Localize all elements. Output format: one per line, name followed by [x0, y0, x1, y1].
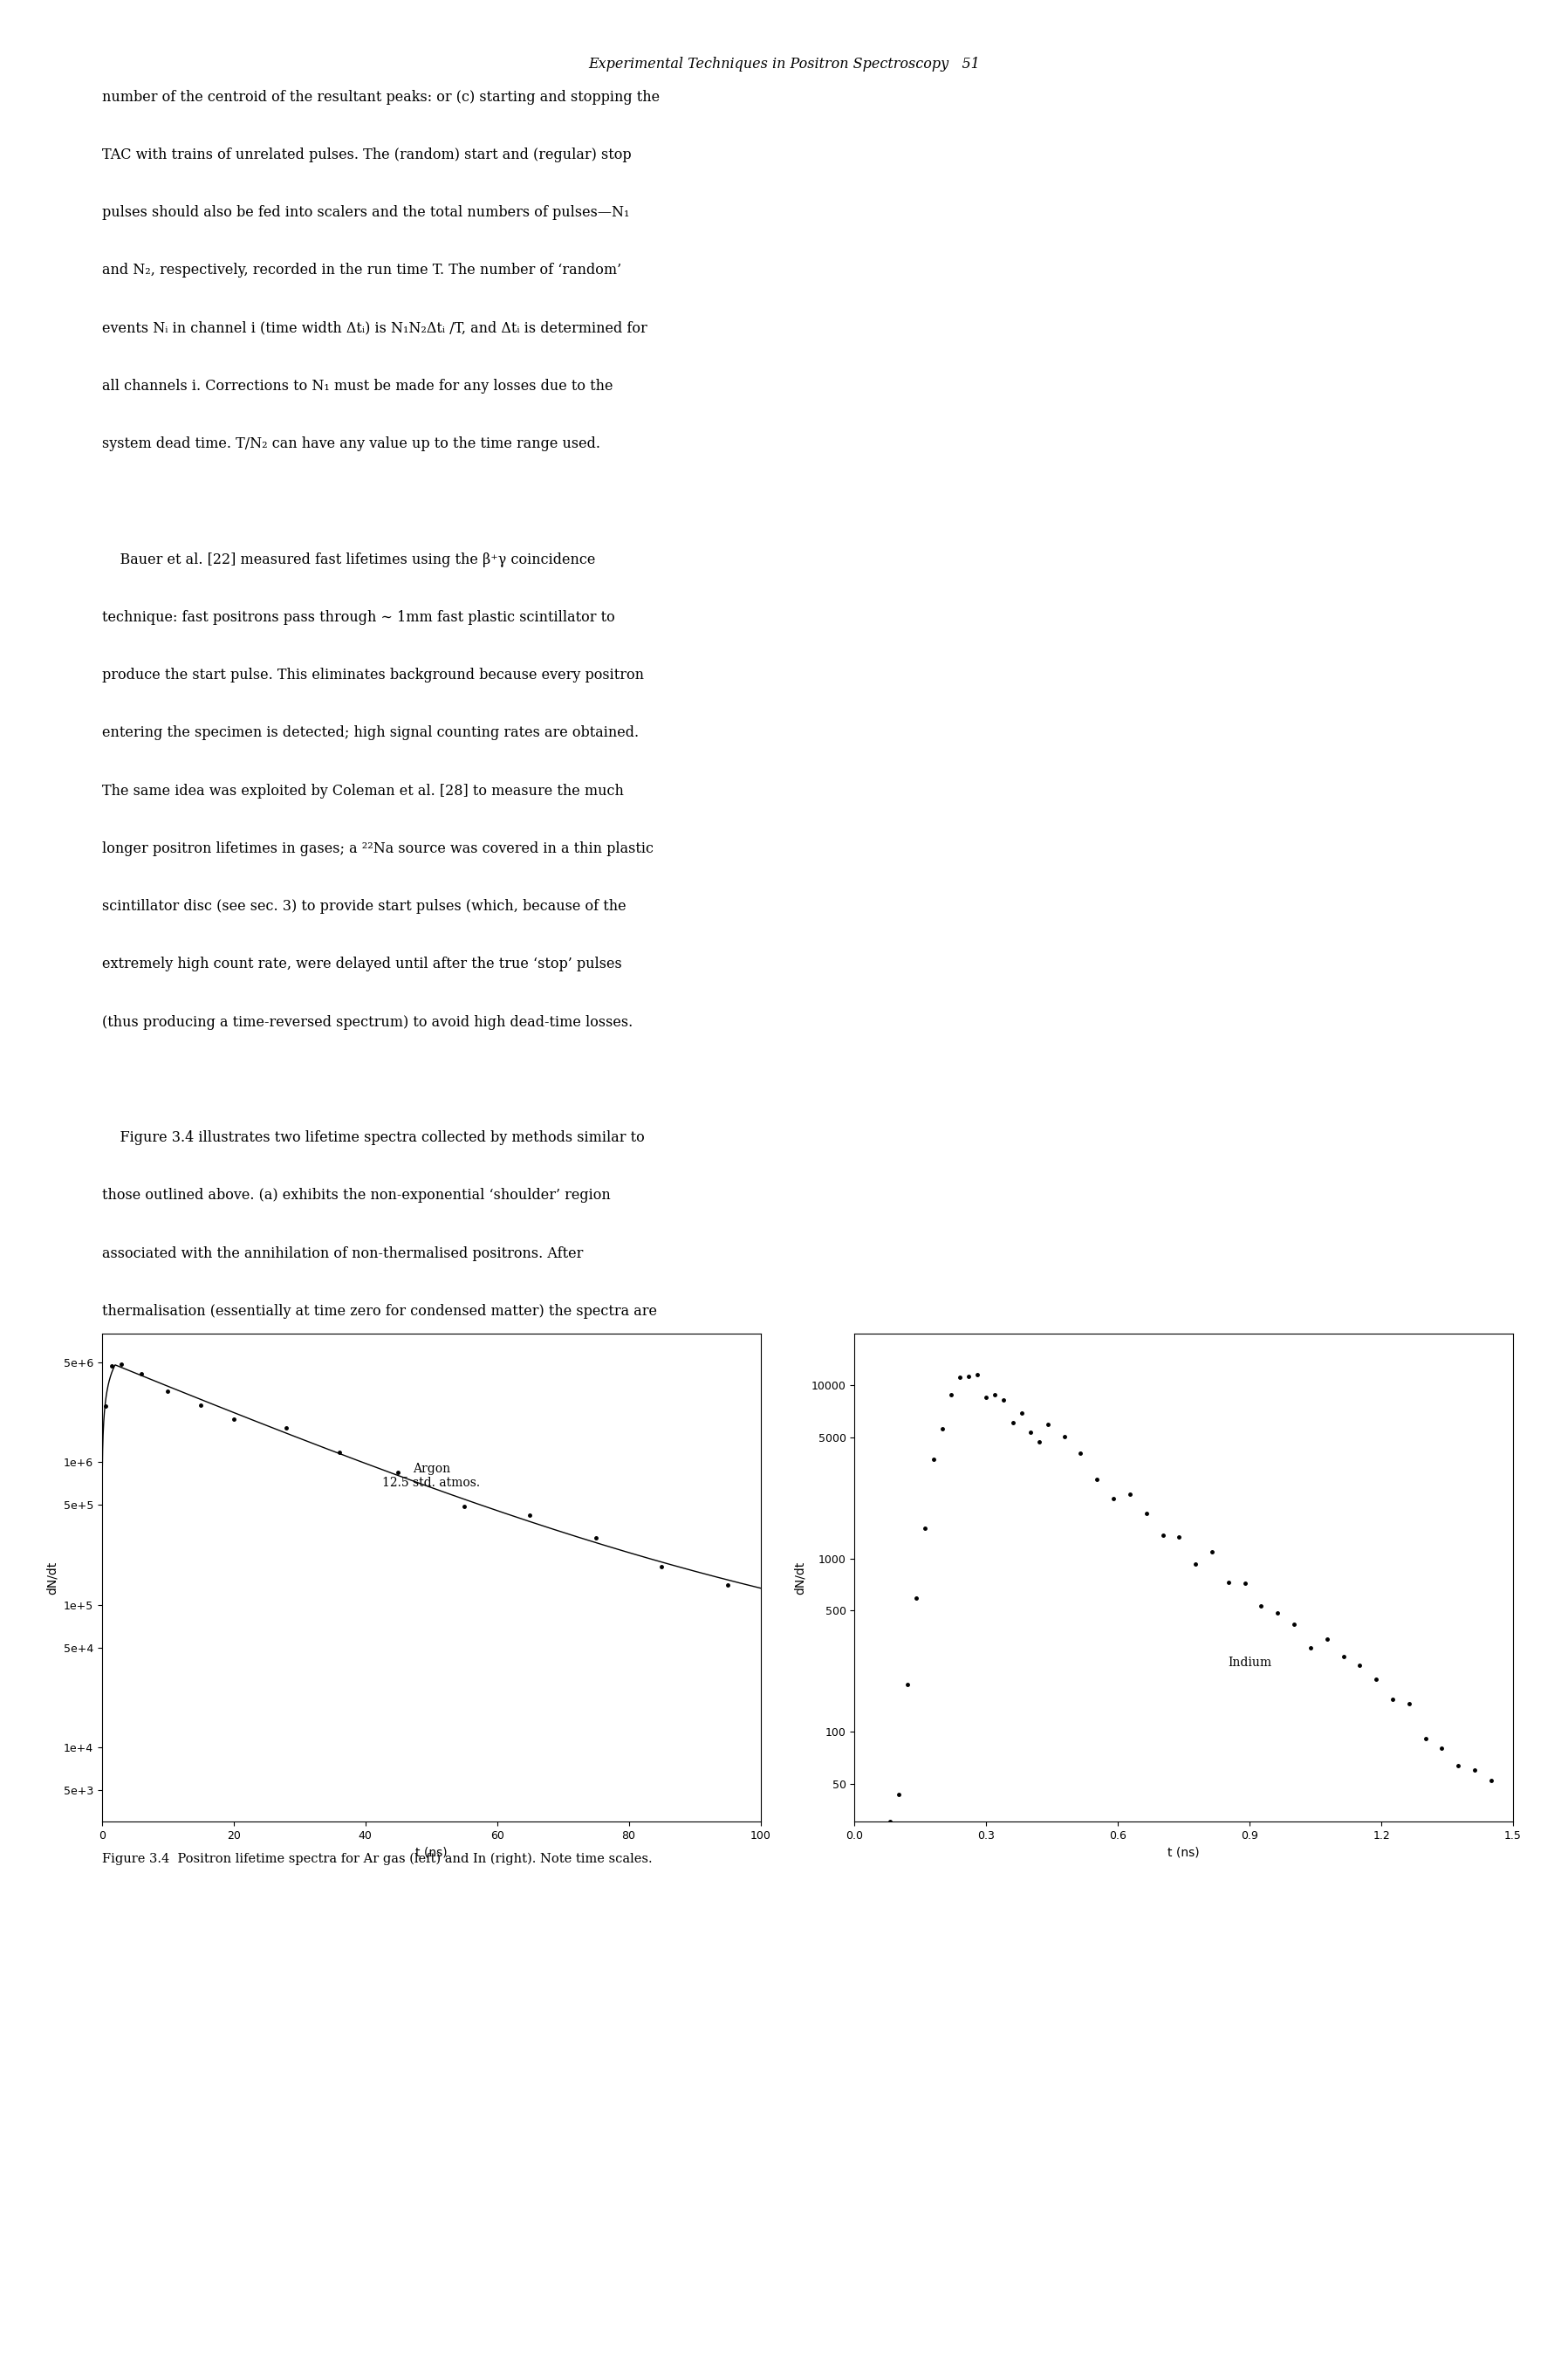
X-axis label: t (ns): t (ns): [416, 1846, 447, 1860]
Text: entering the specimen is detected; high signal counting rates are obtained.: entering the specimen is detected; high …: [102, 727, 638, 741]
Text: The same idea was exploited by Coleman et al. [28] to measure the much: The same idea was exploited by Coleman e…: [102, 784, 624, 798]
Text: those outlined above. (a) exhibits the non-exponential ‘shoulder’ region: those outlined above. (a) exhibits the n…: [102, 1189, 610, 1204]
Text: pulses should also be fed into scalers and the total numbers of pulses—N₁: pulses should also be fed into scalers a…: [102, 205, 629, 219]
Text: system dead time. T/N₂ can have any value up to the time range used.: system dead time. T/N₂ can have any valu…: [102, 437, 601, 451]
Y-axis label: dN/dt: dN/dt: [47, 1560, 58, 1595]
Text: TAC with trains of unrelated pulses. The (random) start and (regular) stop: TAC with trains of unrelated pulses. The…: [102, 146, 632, 163]
Text: scintillator disc (see sec. 3) to provide start pulses (which, because of the: scintillator disc (see sec. 3) to provid…: [102, 899, 626, 913]
Text: associated with the annihilation of non-thermalised positrons. After: associated with the annihilation of non-…: [102, 1246, 583, 1260]
Text: produce the start pulse. This eliminates background because every positron: produce the start pulse. This eliminates…: [102, 668, 644, 682]
Y-axis label: dN/dt: dN/dt: [795, 1560, 806, 1595]
Text: Indium: Indium: [1228, 1657, 1272, 1669]
Text: (thus producing a time-reversed spectrum) to avoid high dead-time losses.: (thus producing a time-reversed spectrum…: [102, 1015, 632, 1029]
Text: and N₂, respectively, recorded in the run time T. The number of ‘random’: and N₂, respectively, recorded in the ru…: [102, 264, 621, 278]
Text: all channels i. Corrections to N₁ must be made for any losses due to the: all channels i. Corrections to N₁ must b…: [102, 380, 613, 394]
Text: number of the centroid of the resultant peaks: or (c) starting and stopping the: number of the centroid of the resultant …: [102, 90, 660, 104]
Text: events Nᵢ in channel i (time width Δtᵢ) is N₁N₂Δtᵢ /T, and Δtᵢ is determined for: events Nᵢ in channel i (time width Δtᵢ) …: [102, 321, 648, 335]
Text: Experimental Techniques in Positron Spectroscopy   51: Experimental Techniques in Positron Spec…: [588, 57, 980, 71]
Text: Figure 3.4  Positron lifetime spectra for Ar gas (left) and In (right). Note tim: Figure 3.4 Positron lifetime spectra for…: [102, 1853, 652, 1864]
X-axis label: t (ns): t (ns): [1168, 1846, 1200, 1860]
Text: technique: fast positrons pass through ∼ 1mm fast plastic scintillator to: technique: fast positrons pass through ∼…: [102, 611, 615, 625]
Text: thermalisation (essentially at time zero for condensed matter) the spectra are: thermalisation (essentially at time zero…: [102, 1305, 657, 1319]
Text: Argon
12.5 std. atmos.: Argon 12.5 std. atmos.: [383, 1463, 480, 1489]
Text: extremely high count rate, were delayed until after the true ‘stop’ pulses: extremely high count rate, were delayed …: [102, 958, 622, 972]
Text: longer positron lifetimes in gases; a ²²Na source was covered in a thin plastic: longer positron lifetimes in gases; a ²²…: [102, 843, 654, 857]
Text: Figure 3.4 illustrates two lifetime spectra collected by methods similar to: Figure 3.4 illustrates two lifetime spec…: [102, 1130, 644, 1145]
Text: Bauer et al. [22] measured fast lifetimes using the β⁺γ coincidence: Bauer et al. [22] measured fast lifetime…: [102, 552, 596, 566]
